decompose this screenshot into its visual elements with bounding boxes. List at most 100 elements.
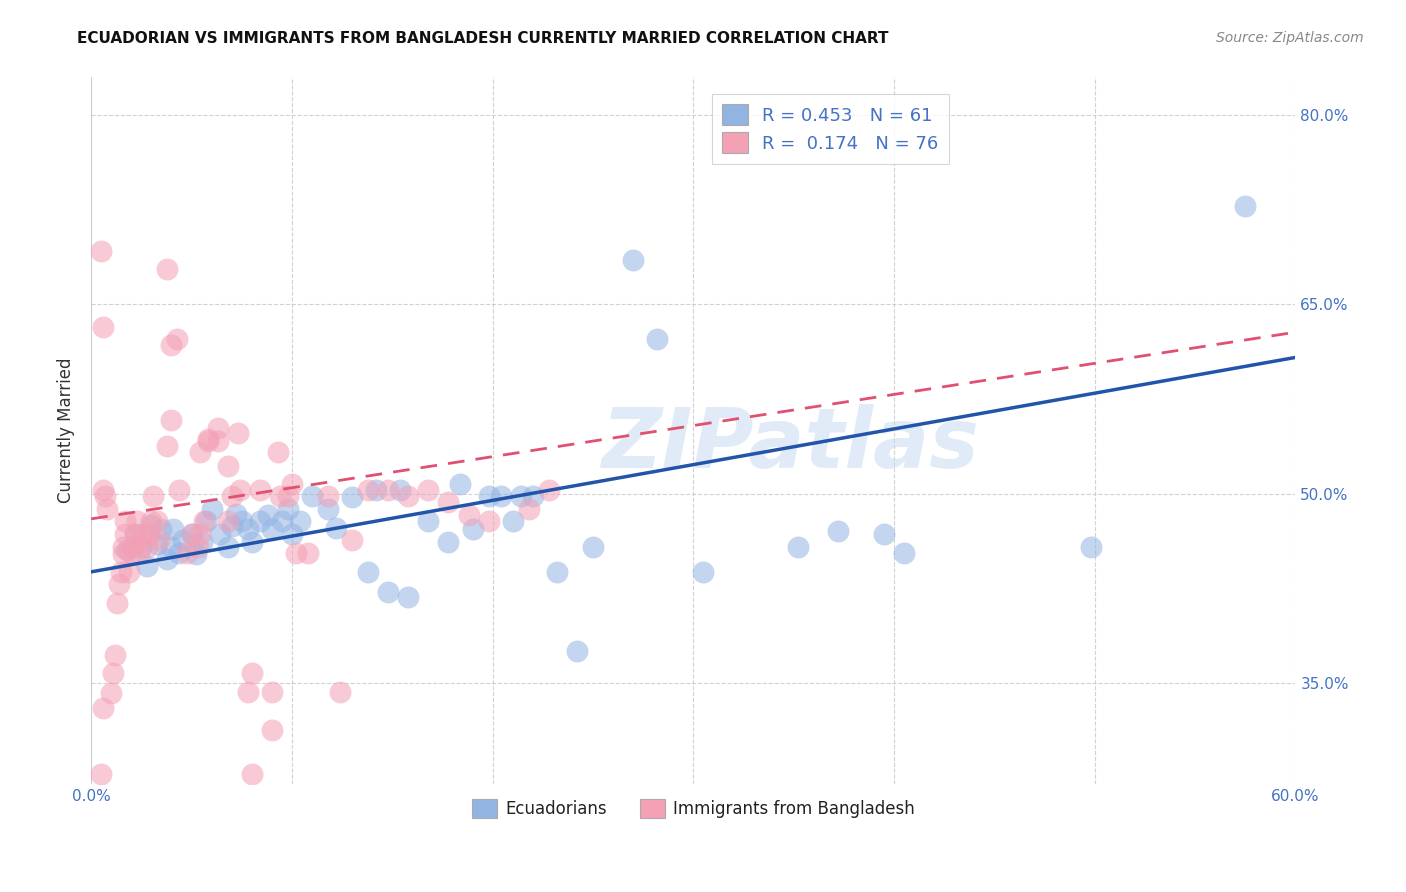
Point [621, 253, 644, 268]
Point [112, 547, 135, 561]
Point [114, 515, 136, 529]
Point [297, 546, 319, 560]
Point [281, 527, 304, 541]
Point [146, 537, 169, 551]
Point [340, 533, 363, 548]
Point [565, 644, 588, 658]
Point [207, 421, 229, 435]
Point [91, 320, 114, 334]
Point [249, 515, 271, 529]
Point [208, 527, 231, 541]
Point [267, 445, 290, 459]
Point [156, 262, 179, 277]
Point [477, 489, 499, 503]
Point [110, 565, 132, 579]
Point [193, 515, 215, 529]
Point [1080, 540, 1102, 554]
Point [150, 522, 173, 536]
Point [284, 546, 307, 560]
Point [122, 540, 145, 554]
Point [269, 489, 291, 503]
Point [477, 515, 499, 529]
Point [461, 522, 484, 536]
Point [141, 518, 163, 533]
Point [240, 534, 263, 549]
Point [90, 244, 112, 259]
Point [225, 507, 247, 521]
Y-axis label: Currently Married: Currently Married [58, 358, 75, 503]
Point [90, 766, 112, 780]
Point [217, 540, 239, 554]
Point [217, 515, 239, 529]
Point [786, 540, 808, 554]
Point [236, 522, 259, 536]
Point [128, 546, 150, 560]
Point [94, 489, 117, 503]
Point [288, 515, 311, 529]
Point [329, 684, 352, 698]
Point [118, 565, 141, 579]
Point [893, 546, 915, 560]
Point [124, 527, 146, 541]
Point [489, 489, 512, 503]
Point [396, 590, 419, 604]
Point [366, 483, 388, 497]
Point [112, 540, 135, 554]
Point [1234, 199, 1257, 213]
Point [142, 489, 165, 503]
Point [377, 585, 399, 599]
Point [108, 577, 131, 591]
Point [325, 521, 347, 535]
Point [91, 483, 114, 497]
Point [180, 527, 202, 541]
Legend: Ecuadorians, Immigrants from Bangladesh: Ecuadorians, Immigrants from Bangladesh [465, 792, 922, 825]
Point [188, 527, 211, 541]
Point [228, 483, 250, 497]
Point [692, 565, 714, 579]
Point [522, 489, 544, 503]
Point [200, 501, 222, 516]
Point [197, 433, 219, 447]
Point [256, 508, 278, 522]
Point [546, 565, 568, 579]
Point [141, 515, 163, 529]
Point [160, 540, 183, 554]
Point [104, 648, 127, 662]
Point [226, 426, 249, 441]
Point [357, 483, 380, 497]
Point [124, 527, 146, 541]
Point [645, 332, 668, 346]
Point [176, 546, 198, 560]
Point [120, 546, 142, 560]
Point [190, 534, 212, 549]
Point [156, 552, 179, 566]
Point [184, 547, 207, 561]
Point [827, 524, 849, 539]
Point [221, 519, 243, 533]
Point [509, 489, 531, 503]
Point [301, 489, 323, 503]
Point [132, 527, 155, 541]
Point [117, 543, 139, 558]
Point [377, 483, 399, 497]
Point [277, 489, 299, 503]
Point [260, 522, 283, 536]
Point [537, 483, 560, 497]
Point [138, 527, 160, 541]
Point [186, 540, 208, 554]
Point [217, 458, 239, 473]
Point [236, 684, 259, 698]
Point [188, 445, 211, 459]
Point [873, 527, 896, 541]
Text: Source: ZipAtlas.com: Source: ZipAtlas.com [1216, 31, 1364, 45]
Point [450, 476, 472, 491]
Point [207, 434, 229, 448]
Point [166, 332, 188, 346]
Point [103, 665, 125, 680]
Point [582, 540, 605, 554]
Point [136, 558, 159, 573]
Point [418, 515, 440, 529]
Point [316, 489, 339, 503]
Point [357, 565, 380, 579]
Point [260, 723, 283, 737]
